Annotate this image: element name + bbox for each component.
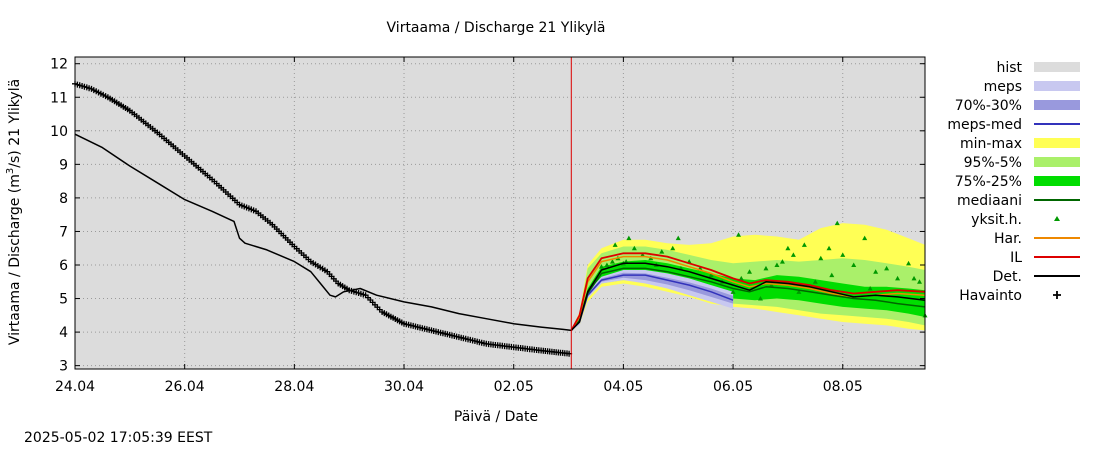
legend-swatch-obs — [1053, 291, 1061, 299]
legend-label-median: mediaani — [957, 193, 1022, 209]
series-line-det — [74, 133, 926, 332]
timestamp-footer: 2025-05-02 17:05:39 EEST — [24, 430, 213, 446]
y-tick-label: 6 — [59, 258, 68, 274]
y-tick-label: 11 — [50, 90, 68, 106]
member-point — [623, 259, 629, 264]
y-tick-label: 8 — [59, 191, 68, 207]
member-point — [763, 265, 769, 271]
member-point — [851, 262, 857, 267]
legend-label-hist: hist — [996, 60, 1022, 76]
member-point — [873, 269, 879, 274]
legend-label-har: Har. — [994, 231, 1022, 247]
member-point — [768, 282, 774, 288]
member-point — [884, 265, 890, 271]
member-point — [801, 242, 807, 247]
member-point — [609, 259, 615, 264]
member-point — [796, 289, 802, 294]
y-tick-label: 9 — [59, 157, 68, 173]
x-tick-label: 26.04 — [165, 379, 205, 395]
band-meps_7030 — [571, 272, 734, 331]
member-point — [826, 245, 832, 251]
member-point — [785, 245, 791, 251]
legend-swatch-members — [1054, 216, 1060, 221]
member-point — [911, 275, 917, 281]
legend-swatch-minmax — [1034, 138, 1080, 148]
member-point — [612, 242, 618, 247]
legend-label-det: Det. — [993, 269, 1022, 285]
y-tick-label: 7 — [59, 224, 68, 240]
member-point — [862, 235, 868, 241]
member-point — [604, 262, 610, 267]
legend-label-p95_5: 95%-5% — [964, 155, 1022, 171]
member-point — [790, 252, 796, 257]
member-point — [708, 272, 714, 278]
member-point — [774, 262, 780, 267]
member-point — [736, 232, 742, 237]
member-point — [829, 272, 835, 278]
legend-swatch-meps — [1034, 81, 1080, 91]
member-point — [779, 259, 785, 264]
legend-label-obs: Havainto — [959, 288, 1022, 304]
legend-label-il: IL — [1010, 250, 1022, 266]
member-point — [659, 249, 665, 254]
x-tick-label: 28.04 — [274, 379, 314, 395]
member-point — [757, 296, 763, 301]
member-point — [598, 264, 604, 269]
member-point — [640, 252, 646, 257]
y-tick-label: 12 — [50, 57, 68, 73]
plot-frame — [74, 56, 926, 370]
legend-swatch-hist — [1034, 62, 1080, 72]
member-point — [626, 235, 632, 241]
member-point — [812, 279, 818, 284]
member-point — [631, 245, 637, 251]
legend: hist meps 70%-30% meps-med min-max 95%-5% 75%-… — [947, 60, 1080, 304]
member-point — [675, 235, 681, 241]
x-tick-label: 08.05 — [823, 379, 863, 395]
x-tick-label: 24.04 — [55, 379, 95, 395]
y-tick-label: 4 — [59, 325, 68, 341]
y-axis-label: Virtaama / Discharge (m3/s) 21 Ylikylä — [5, 79, 23, 345]
member-point — [818, 255, 824, 261]
member-point — [730, 289, 736, 294]
legend-label-meps: meps — [984, 79, 1022, 95]
series-line-median — [570, 267, 926, 331]
legend-label-p75_25: 75%-25% — [955, 174, 1022, 190]
legend-label-members: yksit.h. — [971, 212, 1022, 228]
member-point — [917, 279, 923, 284]
member-point — [834, 220, 840, 226]
plot-area: 3 4 5 6 7 8 9 10 11 12 24.04 26.04 28.04 30.04 02.05 04… — [50, 56, 928, 395]
y-tick-label: 3 — [59, 359, 68, 375]
series-line-il — [570, 252, 926, 331]
member-point — [895, 275, 901, 281]
member-point — [867, 285, 873, 291]
member-point — [738, 275, 744, 281]
x-tick-label: 04.05 — [603, 379, 643, 395]
member-point — [670, 245, 676, 251]
member-point — [840, 252, 846, 257]
legend-label-meps_7030: 70%-30% — [955, 98, 1022, 114]
legend-swatch-p95_5 — [1034, 157, 1080, 167]
plot-background — [75, 57, 925, 369]
legend-swatch-meps_7030 — [1034, 100, 1080, 110]
member-point — [747, 269, 753, 274]
legend-label-meps_med: meps-med — [947, 117, 1022, 133]
x-tick-label: 06.05 — [713, 379, 753, 395]
legend-label-minmax: min-max — [960, 136, 1022, 152]
member-point — [906, 260, 912, 266]
x-axis-label: Päivä / Date — [454, 409, 538, 425]
x-tick-label: 02.05 — [494, 379, 534, 395]
y-tick-label: 10 — [50, 124, 68, 140]
legend-swatch-p75_25 — [1034, 176, 1080, 186]
y-tick-label: 5 — [59, 292, 68, 308]
x-tick-label: 30.04 — [384, 379, 424, 395]
chart-title: Virtaama / Discharge 21 Ylikylä — [387, 20, 606, 36]
